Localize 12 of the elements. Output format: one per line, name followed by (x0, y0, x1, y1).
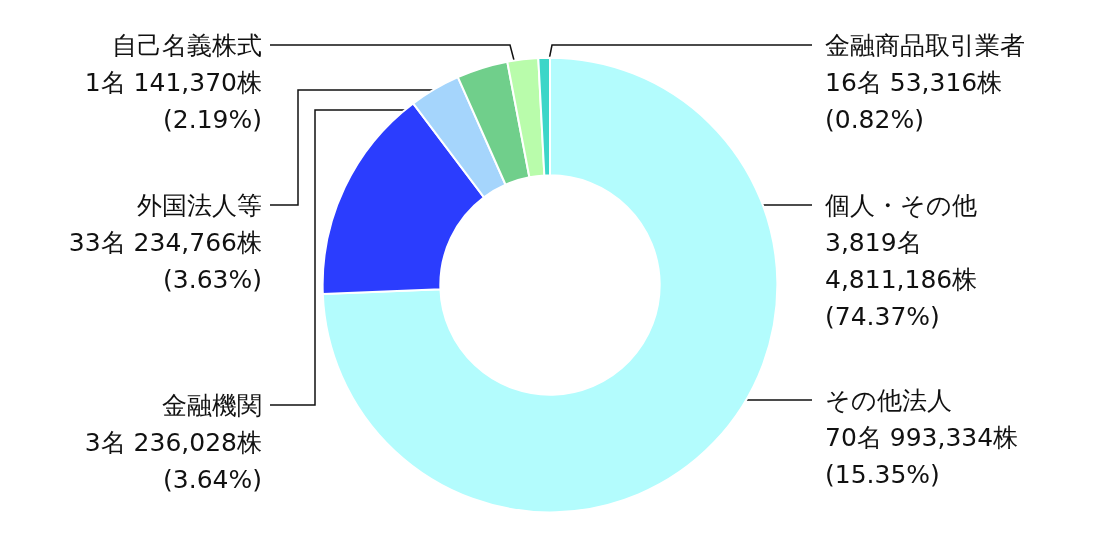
slice-label: 外国法人等 (137, 191, 262, 220)
data-label: 70名 993,334株 (15.35%) (825, 423, 1019, 489)
slice-label: 自己名義株式 (112, 31, 262, 60)
data-label: 1名 141,370株 (2.19%) (84, 68, 262, 134)
data-label: 33名 234,766株 (3.63%) (68, 228, 262, 294)
data-label: 3,819名 4,811,186株 (74.37%) (825, 228, 978, 331)
slice-label: 金融商品取引業者 (825, 31, 1025, 60)
slice-label: その他法人 (825, 386, 952, 415)
slice-label: 金融機関 (162, 391, 262, 420)
data-label: 3名 236,028株 (3.64%) (84, 428, 262, 494)
data-label: 16名 53,316株 (0.82%) (825, 68, 1003, 134)
slice-label: 個人・その他 (825, 191, 977, 220)
